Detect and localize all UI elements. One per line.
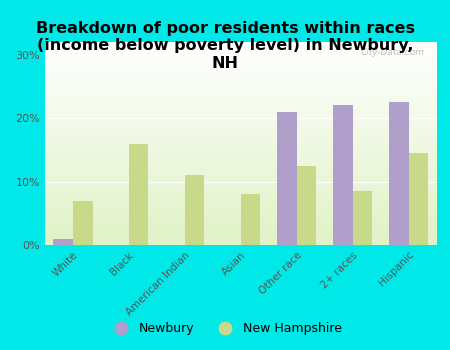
Bar (54, 239, 73, 245)
Bar (73, 201, 93, 245)
Legend: Newbury, New Hampshire: Newbury, New Hampshire (104, 317, 346, 340)
Bar (277, 112, 297, 245)
Bar (297, 166, 316, 245)
Bar (333, 105, 353, 245)
Bar (129, 144, 148, 245)
Bar (241, 194, 260, 245)
Text: Breakdown of poor residents within races
(income below poverty level) in Newbury: Breakdown of poor residents within races… (36, 21, 414, 71)
Bar (185, 175, 204, 245)
Bar (353, 191, 372, 245)
Bar (409, 153, 428, 245)
Bar (389, 102, 409, 245)
Text: City-Data.com: City-Data.com (361, 48, 425, 57)
